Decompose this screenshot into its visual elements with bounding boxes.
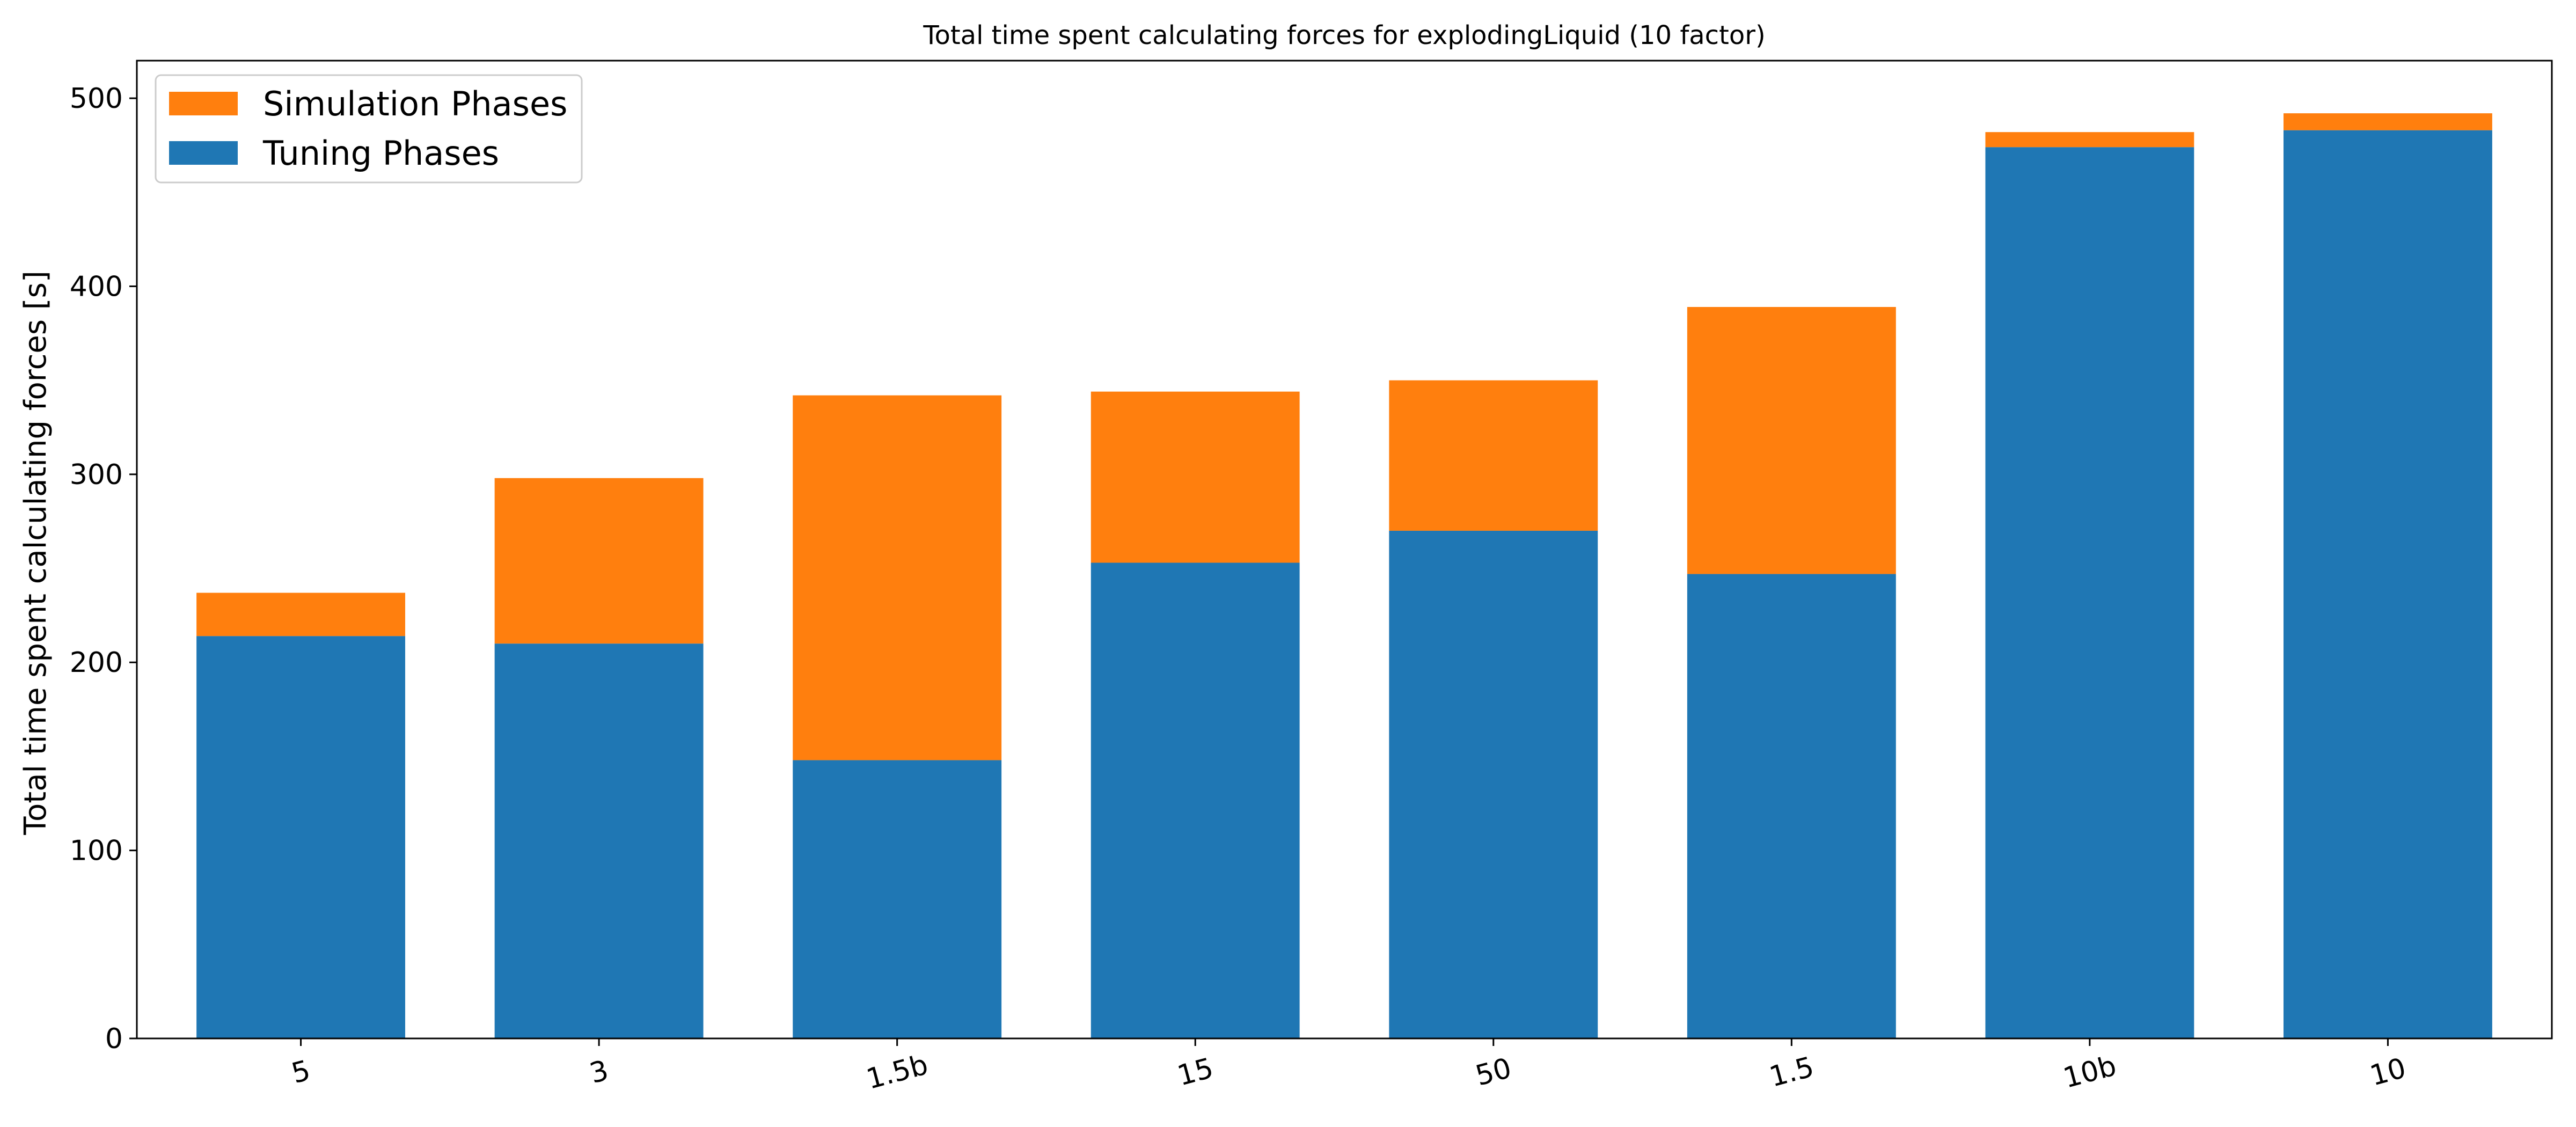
bar-simulation-0 [196,592,405,636]
bar-tuning-7 [2284,130,2492,1038]
bar-tuning-0 [196,636,405,1038]
y-tick-label: 200 [70,647,123,679]
legend-label-tuning: Tuning Phases [262,134,499,173]
bar-simulation-4 [1389,380,1598,531]
bar-simulation-1 [494,478,704,644]
legend-label-simulation: Simulation Phases [263,84,567,123]
y-tick-label: 400 [70,270,123,303]
y-tick-label: 0 [105,1023,123,1055]
bar-tuning-4 [1389,530,1598,1038]
legend-box [155,74,583,184]
bar-tuning-1 [494,643,704,1038]
y-tick-label: 100 [70,835,123,867]
bar-tuning-2 [793,760,1002,1038]
bars-group [196,113,2492,1039]
y-axis: 0 100 200 300 400 500 [70,83,137,1055]
legend: Simulation Phases Tuning Phases [155,74,583,184]
legend-swatch-simulation [169,92,238,115]
bar-tuning-6 [1985,147,2194,1039]
y-axis-label: Total time spent calculating forces [s] [18,270,53,835]
y-tick-label: 500 [70,83,123,115]
bar-simulation-7 [2284,113,2492,130]
chart-title: Total time spent calculating forces for … [923,20,1765,50]
bar-simulation-3 [1091,391,1300,563]
bar-tuning-3 [1091,562,1300,1038]
bar-simulation-6 [1985,132,2194,148]
bar-tuning-5 [1687,574,1896,1038]
legend-swatch-tuning [169,141,238,165]
y-tick-label: 300 [70,459,123,491]
plot-frame [136,60,2553,1040]
bar-simulation-2 [793,395,1002,760]
bar-simulation-5 [1687,307,1896,574]
